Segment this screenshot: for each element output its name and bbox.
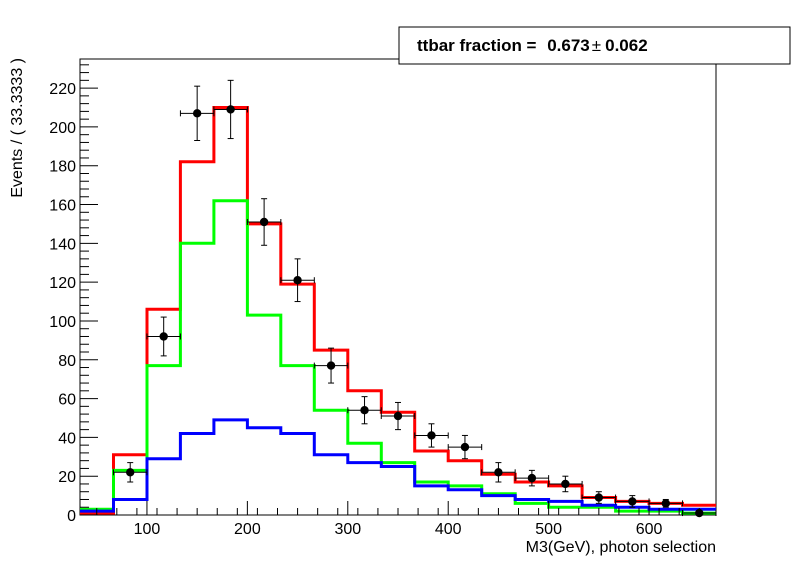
y-tick-label: 180 [49,159,76,176]
y-axis-title: Events / ( 33.3333 ) [9,58,26,198]
y-tick-label: 100 [49,314,76,331]
y-tick-label: 200 [49,120,76,137]
data-point [447,434,483,460]
data-point-marker [326,361,336,370]
series-line-2 [80,418,716,513]
data-point-marker [594,493,604,502]
y-tick-label: 40 [58,430,76,447]
data-point [414,423,449,448]
data-point [347,396,382,425]
fraction-label: ttbar fraction = [417,36,541,55]
data-point [581,491,617,504]
y-tick-label: 0 [67,508,76,525]
data-point-marker [192,109,202,118]
data-point [548,475,583,493]
x-tick-label: 200 [234,521,261,538]
data-point-marker [494,468,503,477]
data-point-marker [628,497,637,506]
y-tick-label: 120 [49,275,76,292]
data-point-marker [293,276,302,285]
data-point-marker [259,217,269,227]
y-tick-label: 20 [58,469,76,486]
series-line-1 [80,199,716,515]
x-tick-label: 500 [535,521,562,538]
data-point-marker [561,479,570,489]
x-tick-label: 600 [636,521,663,538]
data-point-marker [427,431,436,440]
x-axis-title: M3(GeV), photon selection [526,539,716,556]
data-point-marker [393,411,403,421]
y-tick-label: 160 [49,198,76,215]
data-point [380,401,416,431]
fraction-box: ttbar fraction = 0.673 ±0.062 [398,26,791,65]
data-point-marker [159,332,168,341]
data-point [313,347,349,384]
y-tick-label: 220 [49,81,76,98]
plot-frame [79,58,717,516]
data-point-marker [527,473,537,483]
y-tick-label: 60 [58,392,76,409]
data-point [146,316,181,357]
x-tick-label: 100 [134,521,161,538]
fraction-error: 0.062 [605,36,648,55]
data-point [648,498,684,508]
data-point [112,462,148,483]
x-tick-label: 300 [334,521,361,538]
data-point-marker [360,406,369,415]
data-point-marker [126,468,135,477]
x-tick-label: 400 [435,521,462,538]
svg-text:ttbar fraction = 0.673±0.062: ttbar fraction = 0.673 ±0.062 [417,36,648,55]
data-point [615,495,650,508]
fraction-value: 0.673 [547,36,590,55]
data-point [179,85,215,141]
data-point-marker [460,442,470,452]
data-point-marker [661,499,670,508]
fraction-pm: ± [592,36,601,55]
y-tick-label: 80 [58,353,76,370]
data-point [213,79,248,140]
series-line-0 [80,106,716,515]
data-point [246,198,282,246]
y-tick-label: 140 [49,236,76,253]
data-point-marker [226,105,235,114]
data-point [514,469,550,487]
data-point [481,462,516,483]
data-point [280,258,315,303]
